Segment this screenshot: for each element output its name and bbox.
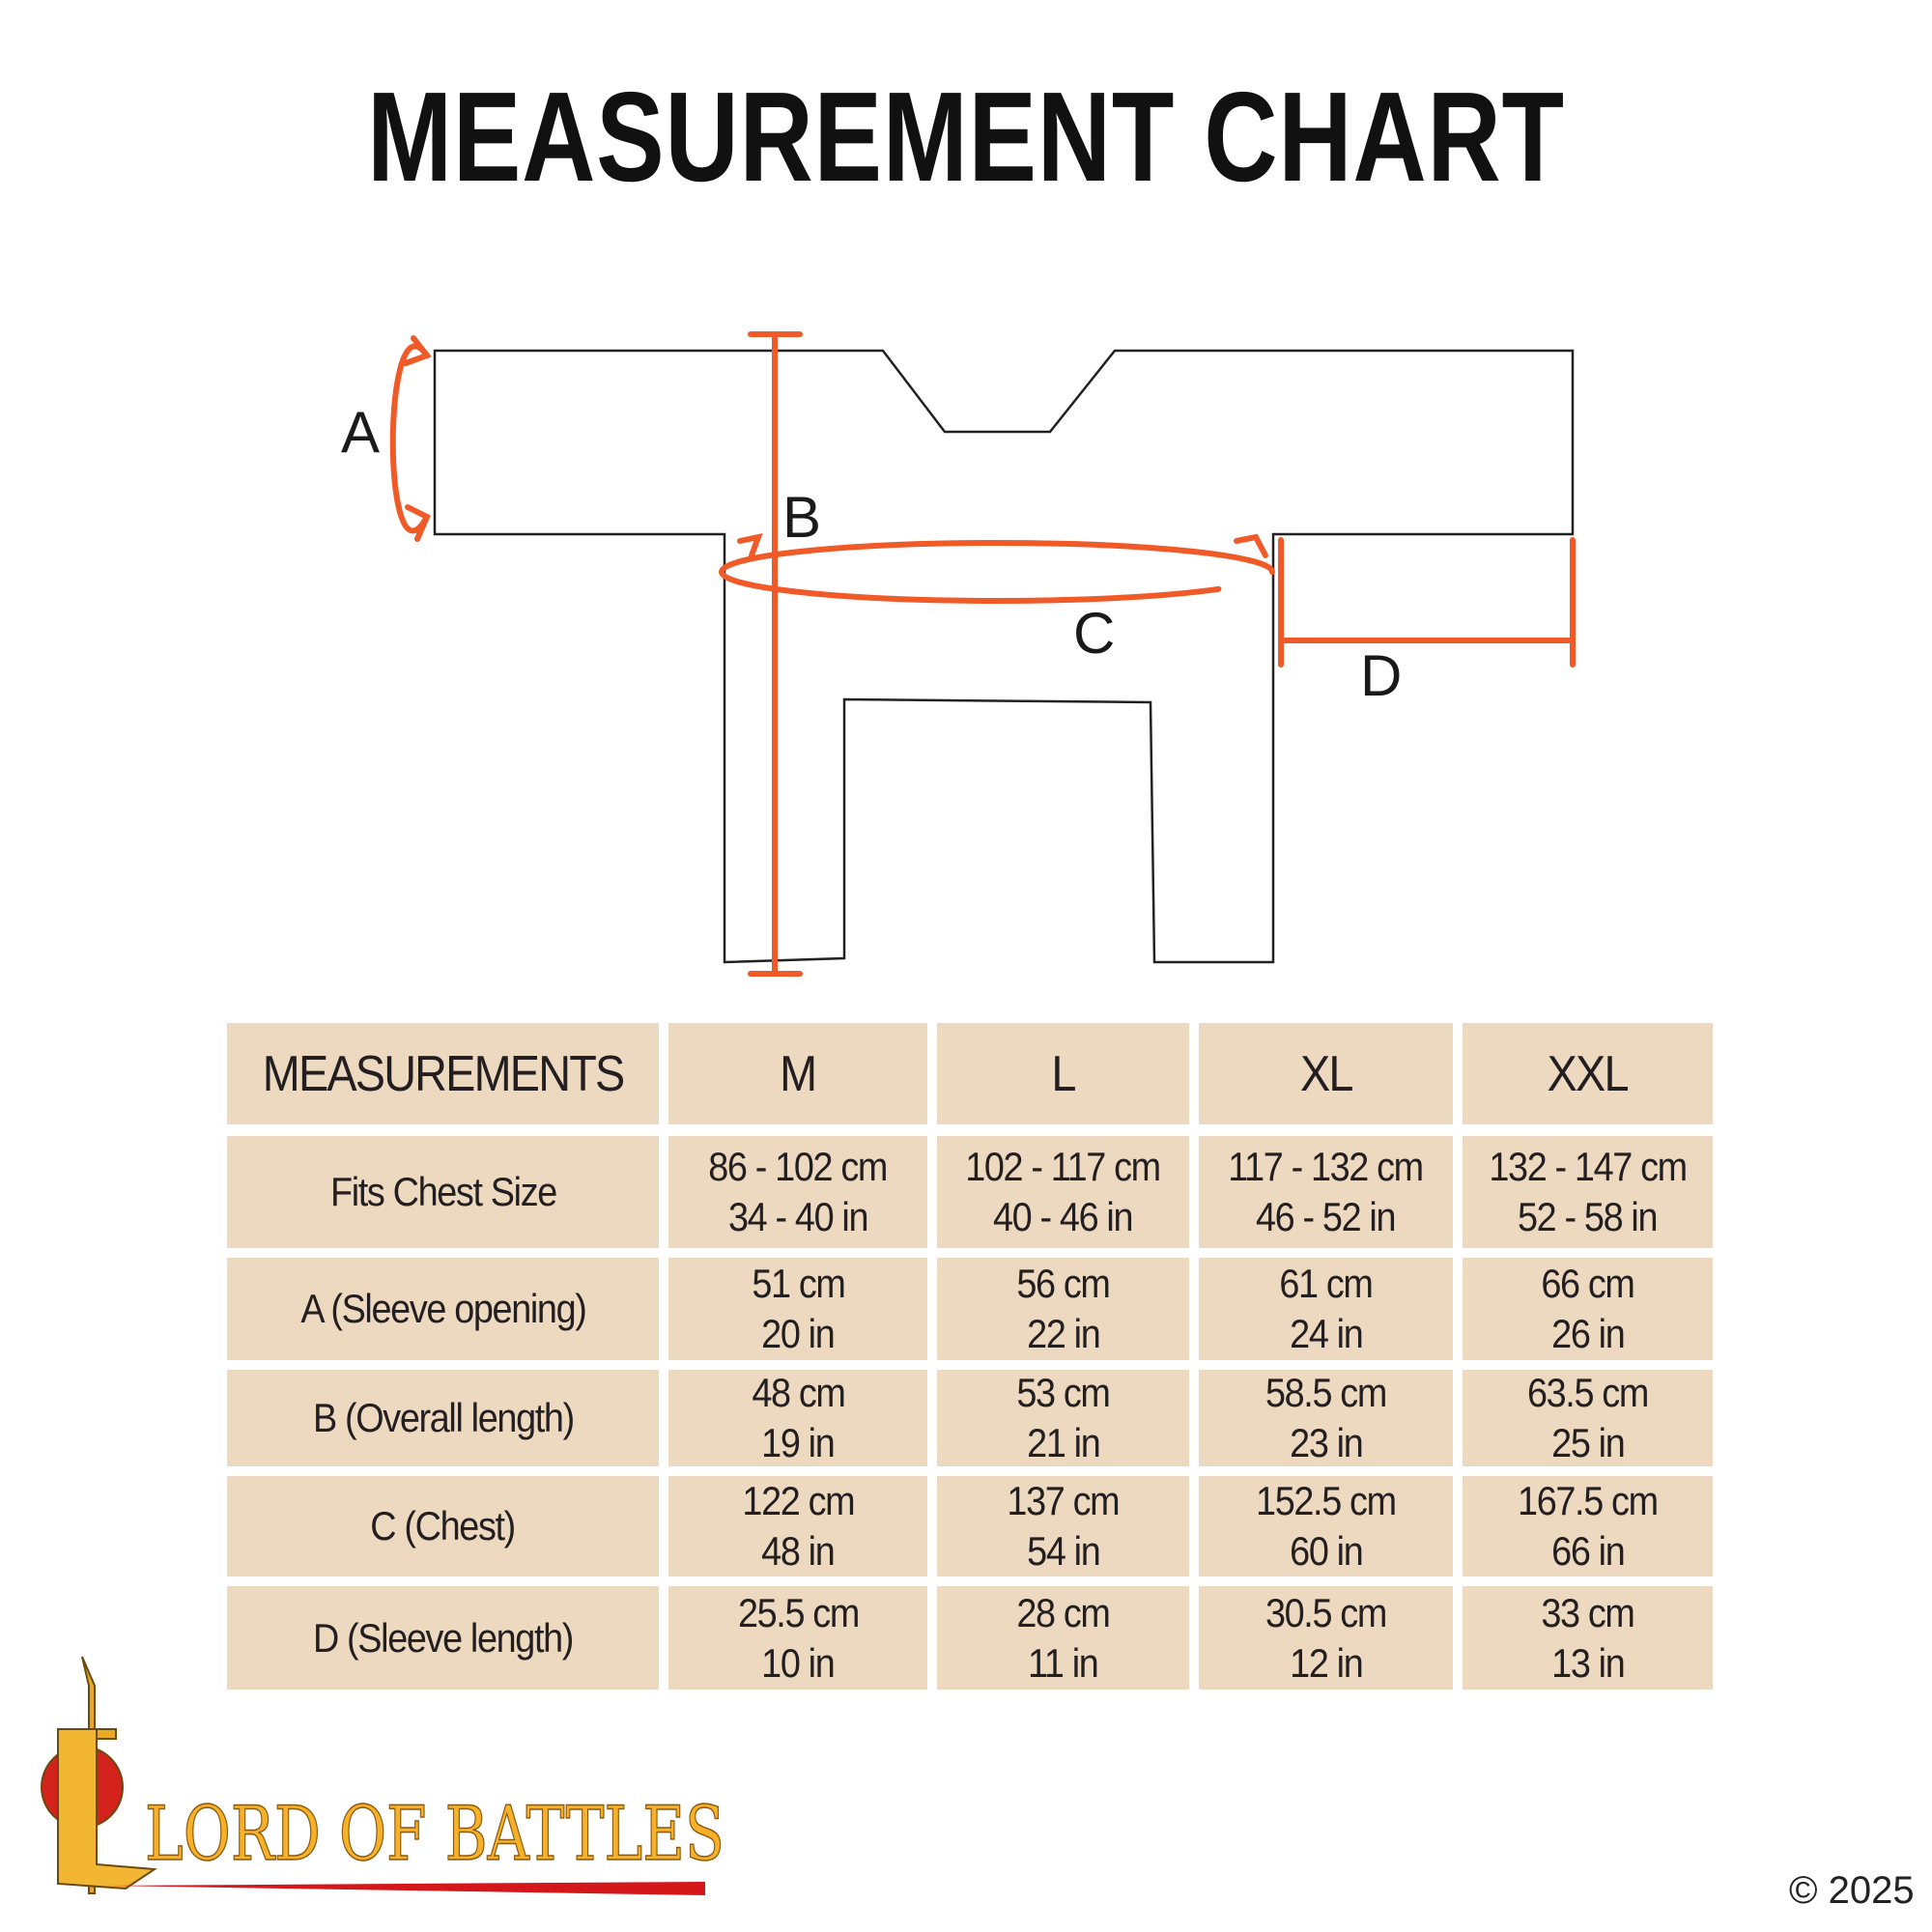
table-row-label: A (Sleeve opening) — [227, 1258, 659, 1360]
table-cell: 56 cm 22 in — [937, 1258, 1189, 1360]
page-title: MEASUREMENT CHART — [367, 66, 1565, 208]
measure-a-arrow-top — [403, 335, 432, 366]
cell-text: 66 in — [1550, 1528, 1626, 1574]
cell-text: 12 in — [1289, 1639, 1364, 1686]
cell-text: 23 in — [1289, 1420, 1364, 1465]
cell-text: 56 cm — [1016, 1261, 1111, 1306]
label-d: D — [1360, 643, 1402, 708]
table-cell: 25.5 cm 10 in — [668, 1586, 927, 1690]
table-row-label: D (Sleeve length) — [227, 1586, 659, 1690]
label-b: B — [782, 485, 821, 550]
cell-text: 60 in — [1289, 1528, 1364, 1574]
label-c: C — [1073, 601, 1115, 666]
cell-text: 48 cm — [751, 1370, 846, 1415]
cell-text: XXL — [1547, 1045, 1630, 1102]
cell-text: 63.5 cm — [1526, 1370, 1649, 1415]
table-cell: 58.5 cm 23 in — [1199, 1370, 1453, 1466]
cell-text: 58.5 cm — [1264, 1370, 1387, 1415]
logo-letter-l — [57, 1728, 157, 1890]
table-header-cell: L — [937, 1023, 1189, 1124]
table-cell: 132 - 147 cm 52 - 58 in — [1463, 1136, 1713, 1248]
table-header-cell: XXL — [1463, 1023, 1713, 1124]
cell-text: 51 cm — [751, 1261, 846, 1306]
cell-text: 28 cm — [1016, 1589, 1111, 1635]
cell-text: 13 in — [1550, 1639, 1626, 1686]
table-cell: 61 cm 24 in — [1199, 1258, 1453, 1360]
table-cell: 66 cm 26 in — [1463, 1258, 1713, 1360]
cell-text: 10 in — [761, 1639, 836, 1686]
table-row-label: B (Overall length) — [227, 1370, 659, 1466]
table-cell: 137 cm 54 in — [937, 1476, 1189, 1577]
cell-text: 66 cm — [1541, 1261, 1635, 1306]
logo-text: LORD OF BATTLES — [145, 1791, 724, 1878]
cell-text: 102 - 117 cm — [965, 1144, 1162, 1189]
logo-underline — [106, 1882, 705, 1895]
cell-text: M — [780, 1045, 817, 1102]
table-cell: 51 cm 20 in — [668, 1258, 927, 1360]
cell-text: 25 in — [1550, 1420, 1626, 1465]
logo: LORD OF BATTLES — [41, 1656, 725, 1895]
table-cell: 122 cm 48 in — [668, 1476, 927, 1577]
cell-text: 46 - 52 in — [1256, 1194, 1396, 1239]
cell-text: 19 in — [761, 1420, 836, 1465]
cell-text: B (Overall length) — [312, 1395, 575, 1440]
cell-text: 34 - 40 in — [727, 1194, 868, 1239]
cell-text: 122 cm — [742, 1478, 855, 1523]
table-header-cell: M — [668, 1023, 927, 1124]
cell-text: 40 - 46 in — [993, 1194, 1133, 1239]
table-cell: 53 cm 21 in — [937, 1370, 1189, 1466]
measure-c-arrow-right — [1234, 533, 1268, 558]
table-cell: 117 - 132 cm 46 - 52 in — [1199, 1136, 1453, 1248]
cell-text: C (Chest) — [370, 1503, 517, 1548]
table-cell: 102 - 117 cm 40 - 46 in — [937, 1136, 1189, 1248]
cell-text: MEASUREMENTS — [262, 1045, 625, 1102]
cell-text: 137 cm — [1007, 1478, 1121, 1523]
cell-text: 30.5 cm — [1264, 1589, 1387, 1635]
cell-text: 21 in — [1026, 1420, 1101, 1465]
cell-text: D (Sleeve length) — [312, 1614, 574, 1661]
label-a: A — [341, 400, 380, 465]
table-cell: 30.5 cm 12 in — [1199, 1586, 1453, 1690]
measure-a-arrow-bottom — [405, 504, 431, 542]
cell-text: 11 in — [1028, 1639, 1099, 1686]
cell-text: 152.5 cm — [1256, 1478, 1397, 1523]
cell-text: XL — [1299, 1045, 1353, 1102]
table-cell: 28 cm 11 in — [937, 1586, 1189, 1690]
cell-text: 132 - 147 cm — [1489, 1144, 1688, 1189]
cell-text: 22 in — [1026, 1311, 1101, 1356]
cell-text: 54 in — [1026, 1528, 1101, 1574]
cell-text: 86 - 102 cm — [708, 1144, 889, 1189]
table-header-cell: MEASUREMENTS — [227, 1023, 659, 1124]
cell-text: 33 cm — [1541, 1589, 1635, 1635]
cell-text: Fits Chest Size — [329, 1169, 557, 1214]
cell-text: L — [1051, 1045, 1076, 1102]
cell-text: 25.5 cm — [737, 1589, 859, 1635]
measure-a-arc — [389, 343, 430, 534]
cell-text: 26 in — [1550, 1311, 1626, 1356]
table-cell: 48 cm 19 in — [668, 1370, 927, 1466]
cell-text: 167.5 cm — [1518, 1478, 1659, 1523]
cell-text: 52 - 58 in — [1518, 1194, 1658, 1239]
cell-text: 61 cm — [1279, 1261, 1374, 1306]
table-row-label: C (Chest) — [227, 1476, 659, 1577]
cell-text: A (Sleeve opening) — [299, 1286, 586, 1331]
table-cell: 63.5 cm 25 in — [1463, 1370, 1713, 1466]
table-row-label: Fits Chest Size — [227, 1136, 659, 1248]
cell-text: 20 in — [761, 1311, 836, 1356]
cell-text: 117 - 132 cm — [1228, 1144, 1425, 1189]
garment-outline — [433, 349, 1575, 964]
table-cell: 152.5 cm 60 in — [1199, 1476, 1453, 1577]
cell-text: 53 cm — [1016, 1370, 1111, 1415]
table-cell: 86 - 102 cm 34 - 40 in — [668, 1136, 927, 1248]
table-cell: 33 cm 13 in — [1463, 1586, 1713, 1690]
cell-text: 48 in — [761, 1528, 836, 1574]
table-header-cell: XL — [1199, 1023, 1453, 1124]
measure-c-arrow-left — [737, 532, 763, 558]
cell-text: 24 in — [1289, 1311, 1364, 1356]
measure-c-ellipse — [719, 540, 1275, 604]
copyright: © 2025 — [1789, 1869, 1915, 1912]
table-cell: 167.5 cm 66 in — [1463, 1476, 1713, 1577]
